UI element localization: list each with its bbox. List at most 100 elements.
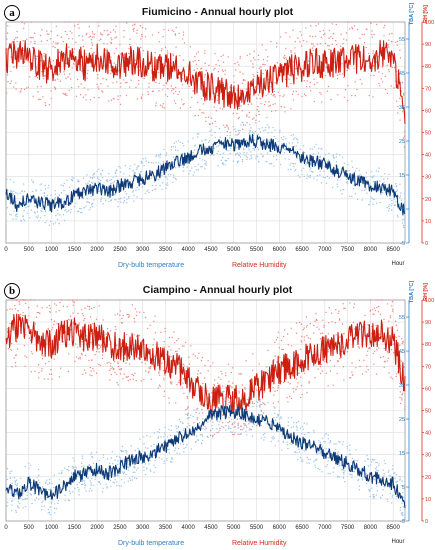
humidity-point [208,64,210,67]
humidity-point [79,21,81,23]
temperature-point [324,166,326,168]
temperature-point [67,499,70,501]
temperature-point [172,156,175,158]
humidity-point [339,357,341,360]
humidity-point [44,75,46,77]
temperature-point [383,178,385,180]
temperature-point [181,142,184,145]
humidity-point [364,314,366,317]
temperature-point [221,425,223,428]
temperature-point [179,421,182,423]
temperature-point [293,165,295,168]
humidity-point [391,66,393,69]
humidity-point [400,90,403,92]
temperature-point [372,458,374,460]
humidity-point [343,38,345,40]
humidity-point [100,38,102,40]
temperature-point [28,475,31,477]
temperature-point [328,442,331,444]
temperature-point [195,169,198,171]
humidity-point [380,78,382,80]
temperature-point [36,217,39,219]
temperature-point [169,434,172,436]
humidity-point [167,52,169,54]
humidity-point [80,83,82,85]
temperature-point [166,457,168,459]
humidity-point [170,383,173,385]
humidity-point [84,372,87,374]
temperature-point [5,171,7,173]
humidity-point [296,77,298,80]
humidity-point [62,92,64,95]
humidity-point [19,303,21,305]
humidity-point [113,52,116,54]
humidity-point [48,104,51,106]
humidity-point [267,349,269,352]
humidity-point [37,86,39,88]
temperature-point [122,472,125,475]
temperature-point [274,419,277,421]
humidity-point [382,356,384,358]
x-axis-label: Hour [391,261,404,267]
temperature-point [126,466,129,468]
humidity-point [317,368,319,370]
temperature-point [218,127,221,130]
humidity-point [277,331,279,333]
temperature-point [85,490,87,492]
humidity-point [388,372,390,374]
temperature-point [350,473,352,476]
humidity-point [127,380,129,382]
temperature-point [86,201,88,203]
legend-dry-bulb-temperature: Dry-bulb temperature [118,540,185,547]
temperature-point [372,203,374,205]
temperature-point [127,460,129,462]
humidity-point [366,354,368,357]
temperature-point [124,450,127,452]
humidity-point [247,103,249,106]
temperature-point [205,164,207,166]
humidity-point [327,85,330,88]
temperature-point [133,456,135,458]
humidity-point [6,74,9,76]
temperature-point [157,436,160,438]
temperature-point [341,443,344,446]
humidity-point [259,386,261,389]
temperature-point [287,421,289,423]
humidity-point [233,75,235,77]
temperature-point [342,189,344,191]
temperature-point [177,425,180,428]
temperature-point [9,471,11,473]
temperature-point [46,194,49,197]
humidity-point [140,380,142,382]
temperature-point [315,143,317,146]
temperature-point [324,154,327,156]
temperature-point [218,424,220,426]
temperature-point [168,429,170,431]
humidity-point [81,312,84,315]
temperature-point [302,151,304,153]
humidity-point [100,33,102,36]
temperature-point [10,190,12,193]
temperature-point [102,476,104,478]
humidity-point [378,71,380,73]
humidity-point [128,363,131,365]
humidity-point [79,94,82,96]
temperature-point [287,169,289,171]
humidity-point [284,111,286,113]
humidity-point [237,422,239,424]
humidity-point [68,353,70,355]
humidity-point [331,43,333,46]
temperature-point [132,191,134,193]
temperature-point [255,155,257,157]
humidity-point [41,354,43,356]
temperature-point [21,201,23,204]
humidity-point [200,359,203,362]
humidity-point [313,45,315,47]
temperature-point [81,457,84,460]
humidity-point [376,307,378,309]
temperature-point [248,405,250,407]
humidity-point [346,100,349,102]
humidity-point [353,303,356,305]
temperature-point [306,174,308,176]
humidity-point [41,367,43,370]
